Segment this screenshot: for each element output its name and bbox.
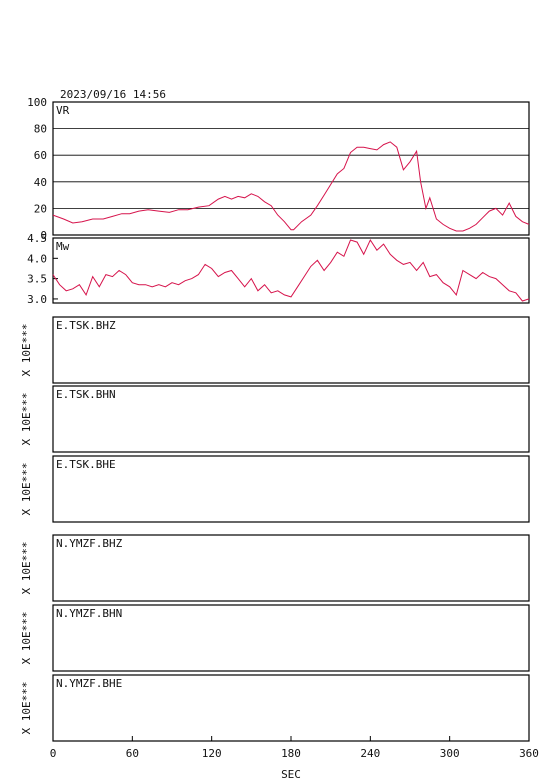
vr-y-tick-label: 0 <box>40 229 47 242</box>
trace-panel: N.YMZF.BHN X 10E*** <box>20 604 530 672</box>
trace-station-label: E.TSK.BHN <box>56 388 116 401</box>
vr-y-tick-label: 100 <box>27 96 47 109</box>
x-tick-label: 180 <box>281 747 301 760</box>
x-axis-ticks: 0 60 120 180 240 300 360 <box>50 736 539 760</box>
trace-panel: E.TSK.BHN X 10E*** <box>20 385 530 453</box>
timestamp: 2023/09/16 14:56 <box>60 88 166 101</box>
vr-y-tick-label: 60 <box>34 149 47 162</box>
trace-scale-label: X 10E*** <box>20 682 33 735</box>
trace-frame <box>52 604 530 672</box>
mw-frame <box>52 237 530 304</box>
mw-y-tick-label: 4.5 <box>27 232 47 245</box>
trace-scale-label: X 10E*** <box>20 463 33 516</box>
mw-y-tick-label: 3.5 <box>27 273 47 286</box>
x-axis-label: SEC <box>281 768 301 781</box>
vr-gridlines <box>53 128 529 209</box>
vr-frame <box>52 101 530 236</box>
vr-y-tick-label: 20 <box>34 202 47 215</box>
trace-station-label: N.YMZF.BHZ <box>56 537 123 550</box>
mw-series-line <box>52 238 530 302</box>
x-tick-label: 240 <box>360 747 380 760</box>
mw-panel: Mw 3.0 3.5 4.0 4.5 <box>27 232 530 306</box>
trace-frame <box>52 385 530 453</box>
mw-y-tick-label: 4.0 <box>27 252 47 265</box>
trace-scale-label: X 10E*** <box>20 542 33 595</box>
trace-frame <box>52 316 530 384</box>
x-tick-label: 360 <box>519 747 539 760</box>
mw-y-tick-label: 3.0 <box>27 293 47 306</box>
trace-station-label: E.TSK.BHZ <box>56 319 116 332</box>
trace-scale-label: X 10E*** <box>20 324 33 377</box>
x-tick-label: 60 <box>126 747 139 760</box>
trace-panel: N.YMZF.BHE X 10E*** <box>20 674 530 742</box>
trace-scale-label: X 10E*** <box>20 393 33 446</box>
mw-ylabel: Mw <box>56 240 70 253</box>
x-tick-label: 0 <box>50 747 57 760</box>
vr-y-tick-label: 40 <box>34 176 47 189</box>
trace-frame <box>52 674 530 742</box>
x-tick-label: 120 <box>202 747 222 760</box>
mw-y-ticks: 3.0 3.5 4.0 4.5 <box>27 232 58 306</box>
trace-station-label: N.YMZF.BHN <box>56 607 122 620</box>
trace-panel: E.TSK.BHE X 10E*** <box>20 455 530 523</box>
trace-station-label: E.TSK.BHE <box>56 458 116 471</box>
trace-panel: N.YMZF.BHZ X 10E*** <box>20 534 530 602</box>
vr-y-tick-label: 80 <box>34 123 47 136</box>
vr-y-ticks: 0 20 40 60 80 100 <box>27 96 47 242</box>
trace-scale-label: X 10E*** <box>20 612 33 665</box>
x-tick-label: 300 <box>440 747 460 760</box>
vr-series-line <box>52 141 530 232</box>
vr-ylabel: VR <box>56 104 70 117</box>
trace-station-label: N.YMZF.BHE <box>56 677 122 690</box>
trace-frame <box>52 534 530 602</box>
trace-panel: E.TSK.BHZ X 10E*** <box>20 316 530 384</box>
vr-panel: VR 0 20 40 60 80 100 <box>27 96 530 242</box>
trace-frame <box>52 455 530 523</box>
